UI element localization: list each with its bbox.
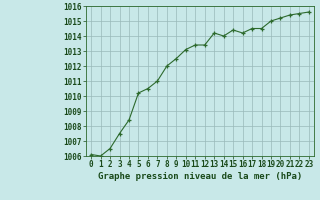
X-axis label: Graphe pression niveau de la mer (hPa): Graphe pression niveau de la mer (hPa) — [98, 172, 302, 181]
